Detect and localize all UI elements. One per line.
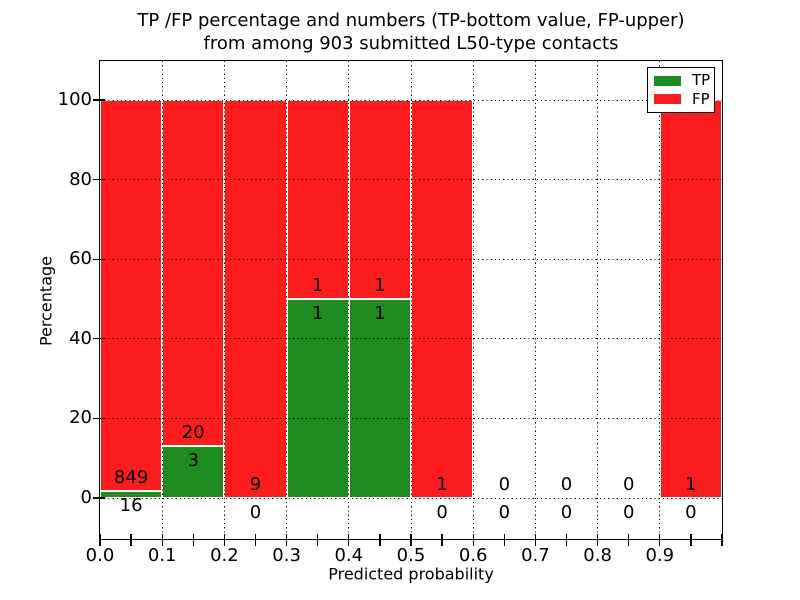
annotation-fp-count: 20 [181,422,205,444]
chart-title-line-2: from among 903 submitted L50-type contac… [203,33,619,54]
bar-segment-fp [411,100,474,498]
chart-title-line-1: TP /FP percentage and numbers (TP-bottom… [137,10,685,31]
y-axis-tick [93,178,105,181]
x-tick-label: 0.7 [521,545,550,566]
legend: TP FP [647,67,715,113]
annotation-fp-count: 1 [374,275,386,296]
x-tick-label: 0.1 [147,545,177,566]
x-axis-tick [99,534,101,546]
legend-entry-tp: TP [654,71,711,90]
x-axis-tick [410,534,412,546]
x-axis-tick [628,534,630,546]
y-tick-label: 20 [69,407,92,429]
y-tick-label: 40 [69,327,92,349]
y-tick-label: 100 [57,89,92,110]
x-axis-tick [721,534,723,546]
x-axis-tick [441,534,443,546]
annotation-fp-count: 0 [560,474,573,495]
legend-label-tp: TP [692,71,711,90]
annotation-fp-count: 9 [249,474,262,495]
annotation-fp-count: 849 [113,466,149,488]
y-axis-tick [93,497,105,499]
x-axis-tick [659,534,661,546]
y-axis-tick [93,338,105,340]
annotation-tp-count: 3 [187,450,200,472]
x-tick-label: 0.6 [458,545,488,566]
x-axis-tick [472,534,474,546]
annotation-tp-count: 0 [622,502,635,523]
y-tick-label: 80 [69,168,92,190]
y-axis-tick [93,258,105,260]
gridline-vertical [534,61,536,539]
x-axis-label: Predicted probability [328,564,494,584]
annotation-tp-count: 0 [498,502,511,523]
x-axis-tick [690,534,692,546]
annotation-fp-count: 1 [311,275,324,296]
y-axis-tick [93,417,105,420]
y-tick-label: 0 [80,487,92,508]
bar-segment-fp [286,100,349,299]
bar-segment-tp [100,490,163,498]
annotation-fp-count: 0 [622,474,635,495]
x-axis-tick [285,534,288,546]
x-axis-tick [379,534,381,546]
legend-label-fp: FP [692,89,710,108]
x-axis-tick [254,534,257,546]
annotation-tp-count: 0 [249,502,262,523]
annotation-fp-count: 1 [436,474,448,495]
bar-segment-fp [348,100,411,299]
gridline-vertical [597,61,599,539]
x-axis-tick [565,534,568,546]
x-axis-tick [223,534,226,546]
x-tick-label: 0.8 [583,545,612,566]
tp-swatch-icon [654,75,681,86]
bar-segment-tp [348,299,411,498]
annotation-tp-count: 0 [560,502,573,523]
x-axis-tick [534,534,537,546]
bar-segment-tp [286,299,349,498]
bar-segment-fp [659,100,722,498]
bar-segment-fp [224,100,287,498]
x-axis-tick [130,534,132,546]
y-tick-label: 60 [69,248,92,270]
bar-segment-tp [162,446,225,498]
y-axis-tick [93,99,105,101]
annotation-fp-count: 0 [498,474,511,495]
x-axis-tick [503,534,505,546]
annotation-tp-count: 0 [685,502,697,523]
x-tick-label: 0.5 [396,545,426,566]
x-axis-tick [192,534,194,546]
x-axis-tick [596,534,599,546]
annotation-tp-count: 16 [119,494,143,516]
x-axis-tick [161,534,163,546]
x-tick-label: 0.9 [645,545,675,566]
fp-swatch-icon [654,94,681,105]
annotation-tp-count: 0 [436,502,448,523]
annotation-tp-count: 1 [311,303,324,324]
x-tick-label: 0.3 [272,545,301,566]
x-tick-label: 0.2 [210,545,239,566]
chart-title: TP /FP percentage and numbers (TP-bottom… [100,9,722,55]
legend-entry-fp: FP [654,89,710,108]
x-tick-label: 0.4 [334,545,364,566]
x-tick-label: 0.0 [85,545,115,566]
bar-segment-fp [100,100,163,491]
x-axis-tick [348,534,350,546]
x-axis-tick [317,534,319,546]
annotation-tp-count: 1 [374,303,386,324]
annotation-fp-count: 1 [685,474,697,495]
bar-segment-fp [162,100,225,447]
